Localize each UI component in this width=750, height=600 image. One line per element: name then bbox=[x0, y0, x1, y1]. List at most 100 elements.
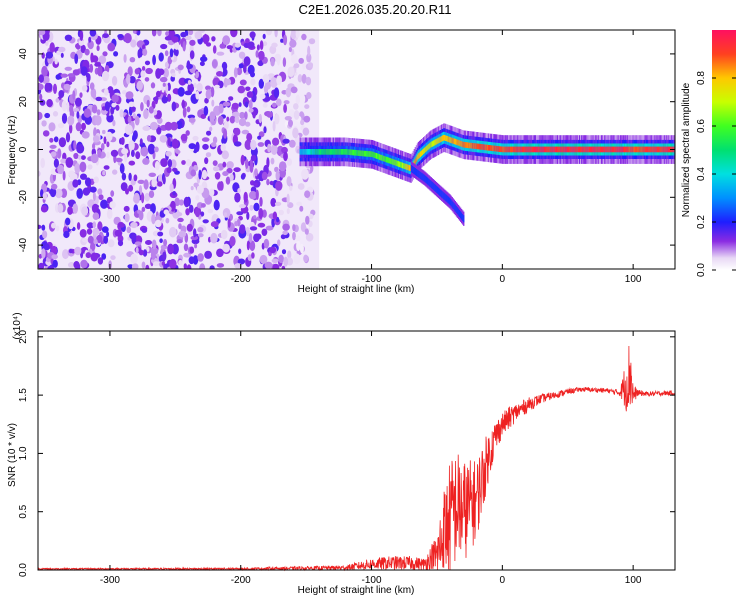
noise-cell bbox=[281, 249, 287, 255]
noise-cell bbox=[261, 228, 268, 236]
ridge-cell bbox=[574, 146, 577, 153]
ridge-cell bbox=[571, 146, 573, 153]
noise-cell bbox=[64, 66, 73, 71]
ridge-cell bbox=[461, 141, 464, 148]
ridge-cell bbox=[453, 138, 455, 144]
noise-cell bbox=[52, 111, 59, 117]
noise-cell bbox=[102, 170, 106, 176]
noise-cell bbox=[58, 46, 66, 53]
noise-cell bbox=[266, 111, 274, 118]
ridge-cell bbox=[663, 146, 666, 153]
noise-cell bbox=[165, 83, 169, 94]
noise-cell bbox=[160, 43, 168, 50]
noise-cell bbox=[67, 206, 73, 215]
noise-cell bbox=[51, 222, 56, 229]
noise-cell bbox=[283, 100, 290, 105]
ridge-cell bbox=[313, 149, 315, 155]
ridge-cell bbox=[627, 146, 629, 153]
noise-cell bbox=[164, 121, 173, 131]
noise-cell bbox=[220, 229, 228, 240]
ridge-cell bbox=[363, 150, 365, 157]
ridge-cell bbox=[377, 153, 379, 160]
noise-cell bbox=[65, 132, 71, 143]
noise-cell bbox=[124, 124, 133, 135]
noise-cell bbox=[182, 41, 186, 52]
ridge-cell bbox=[434, 139, 436, 146]
ridge-cell bbox=[421, 150, 423, 157]
noise-cell bbox=[216, 71, 224, 77]
noise-cell bbox=[42, 192, 47, 200]
noise-cell bbox=[205, 85, 211, 91]
ridge-cell bbox=[373, 152, 376, 158]
noise-cell bbox=[205, 42, 212, 47]
noise-cell bbox=[158, 174, 163, 183]
noise-cell bbox=[305, 232, 314, 242]
ridge-cell bbox=[604, 146, 606, 153]
noise-cell bbox=[244, 139, 252, 151]
noise-cell bbox=[61, 113, 68, 124]
y-tick-label: 40 bbox=[18, 48, 29, 60]
noise-cell bbox=[137, 49, 141, 59]
noise-cell bbox=[69, 104, 74, 114]
ridge-cell bbox=[450, 137, 452, 143]
ridge-cell bbox=[519, 146, 521, 153]
ridge-cell bbox=[541, 146, 543, 153]
noise-cell bbox=[144, 77, 150, 82]
noise-cell bbox=[60, 73, 68, 78]
ridge-cell bbox=[436, 138, 438, 145]
ridge-cell bbox=[598, 146, 601, 153]
noise-cell bbox=[153, 109, 158, 116]
ridge-cell bbox=[606, 146, 608, 153]
ridge-cell bbox=[354, 149, 356, 156]
noise-cell bbox=[61, 100, 67, 112]
noise-cell bbox=[223, 120, 229, 130]
noise-cell bbox=[254, 168, 258, 177]
ridge-cell bbox=[495, 145, 497, 152]
tail-cell bbox=[413, 167, 416, 175]
ridge-cell bbox=[404, 163, 406, 170]
noise-cell bbox=[297, 74, 303, 83]
ridge-cell bbox=[311, 149, 313, 155]
noise-cell bbox=[257, 222, 266, 228]
figure-title: C2E1.2026.035.20.20.R11 bbox=[299, 2, 452, 17]
noise-cell bbox=[84, 177, 92, 187]
ridge-cell bbox=[622, 146, 625, 153]
ridge-cell bbox=[501, 146, 503, 153]
noise-cell bbox=[49, 137, 54, 143]
noise-cell bbox=[205, 89, 212, 100]
noise-cell bbox=[269, 180, 274, 186]
snr-x-label: Height of straight line (km) bbox=[298, 585, 415, 596]
ridge-cell bbox=[515, 146, 517, 153]
noise-cell bbox=[80, 66, 88, 76]
noise-cell bbox=[213, 199, 220, 211]
ridge-cell bbox=[369, 151, 371, 157]
noise-cell bbox=[190, 186, 194, 191]
noise-cell bbox=[79, 229, 87, 238]
noise-cell bbox=[143, 108, 149, 120]
noise-cell bbox=[65, 157, 74, 168]
ridge-cell bbox=[419, 151, 422, 158]
ridge-cell bbox=[324, 149, 326, 155]
noise-cell bbox=[297, 183, 305, 190]
noise-cell bbox=[203, 105, 209, 116]
ridge-cell bbox=[625, 146, 627, 153]
ridge-cell bbox=[647, 146, 649, 153]
y-tick-label: -40 bbox=[18, 237, 29, 252]
noise-cell bbox=[152, 54, 157, 66]
noise-cell bbox=[73, 140, 77, 151]
noise-cell bbox=[223, 128, 228, 139]
ridge-cell bbox=[371, 151, 374, 158]
noise-cell bbox=[86, 222, 95, 229]
noise-cell bbox=[97, 257, 104, 265]
noise-cell bbox=[307, 45, 311, 57]
ridge-cell bbox=[586, 146, 588, 153]
noise-cell bbox=[114, 229, 123, 237]
ridge-cell bbox=[447, 136, 449, 142]
noise-cell bbox=[253, 202, 260, 212]
noise-cell bbox=[68, 248, 73, 254]
noise-cell bbox=[196, 185, 204, 194]
noise-cell bbox=[126, 73, 131, 85]
noise-cell bbox=[124, 152, 128, 163]
noise-cell bbox=[193, 82, 197, 89]
ridge-cell bbox=[595, 146, 597, 153]
